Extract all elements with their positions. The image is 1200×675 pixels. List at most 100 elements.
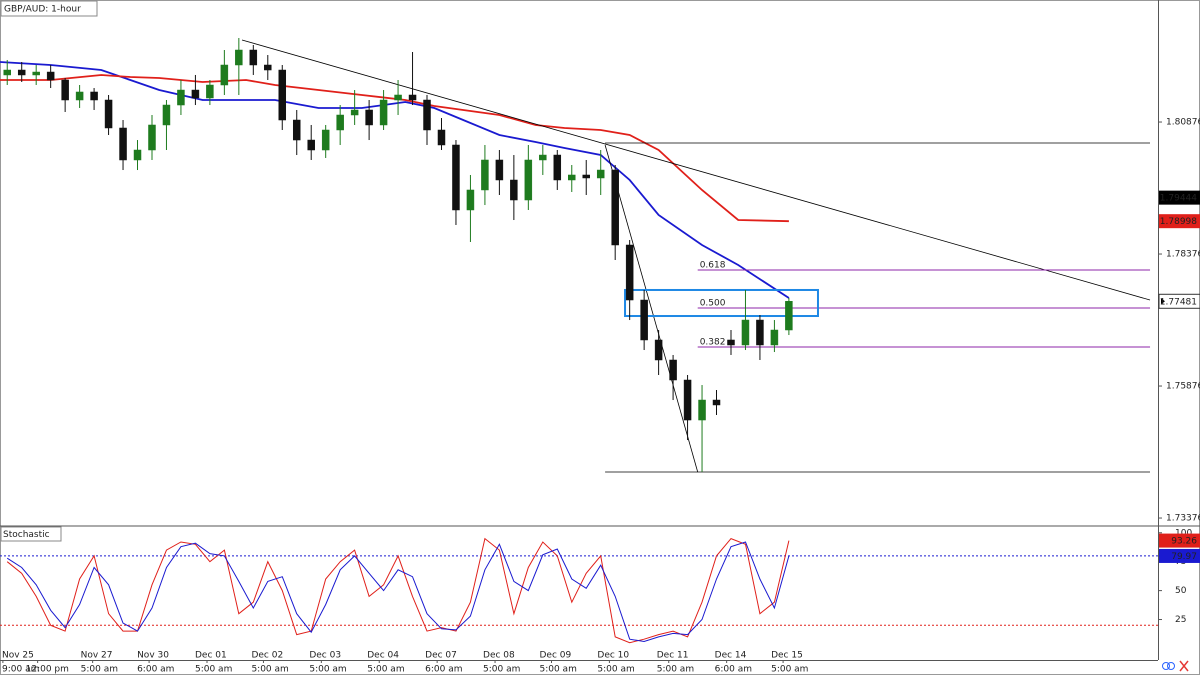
candle-body	[148, 124, 156, 151]
x-tick-label: 5:00 am	[367, 665, 404, 675]
x-tick-label: 5:00 am	[251, 665, 288, 675]
candle-body	[336, 114, 344, 131]
candle-body	[654, 339, 663, 361]
x-tick-date: Dec 14	[715, 651, 747, 661]
candle-body	[46, 71, 55, 81]
moving-average	[0, 74, 789, 223]
candle-body	[596, 169, 605, 179]
ma-label: 1.78998	[1160, 217, 1197, 227]
x-tick-label: 5:00 am	[483, 665, 520, 675]
candle-body	[249, 49, 258, 66]
y-tick-label: 25	[1175, 615, 1186, 625]
stoch-value-label: 79.97	[1171, 552, 1197, 562]
x-tick-date: Dec 01	[195, 651, 227, 661]
candle-body	[191, 89, 200, 99]
candle-body	[119, 127, 127, 161]
candle-body	[611, 169, 619, 246]
candle-body	[104, 99, 113, 129]
x-tick-date: Dec 04	[367, 651, 399, 661]
candle-body	[510, 179, 518, 201]
x-tick-label: 5:00 am	[771, 665, 808, 675]
candle-body	[756, 319, 764, 346]
candle-body	[539, 154, 547, 161]
x-tick-label: 12:00 pm	[26, 665, 69, 675]
icon	[1167, 662, 1175, 670]
candle-body	[408, 94, 417, 101]
icon	[1162, 662, 1170, 670]
candle-body	[582, 174, 590, 179]
y-tick-label: 1.75876	[1166, 382, 1200, 392]
x-tick-date: Nov 30	[137, 651, 169, 661]
x-tick-label: 5:00 am	[597, 665, 634, 675]
candle-body	[278, 69, 287, 121]
candle-body	[379, 99, 388, 126]
x-tick-label: 6:00 am	[425, 665, 462, 675]
x-tick-label: 5:00 am	[309, 665, 346, 675]
fib-label: 0.618	[700, 260, 726, 270]
candle-body	[17, 69, 26, 76]
y-tick-label: 1.78376	[1166, 250, 1200, 260]
candle-body	[177, 89, 185, 106]
candle-body	[307, 139, 315, 151]
candle-body	[640, 299, 648, 341]
candle-body	[785, 301, 793, 331]
x-tick-label: 5:00 am	[81, 665, 118, 675]
trend-line	[241, 39, 1151, 301]
candle-body	[206, 84, 214, 99]
candle-body	[437, 129, 446, 146]
candle-body	[292, 119, 301, 141]
plot: 1.80876 1.78376 1.75876 1.73376 0.618 0.500 0.…	[0, 38, 1200, 675]
price-label-bg	[1159, 190, 1200, 205]
candle-body	[32, 71, 40, 76]
stoch-title: Stochastic	[3, 530, 50, 540]
candle-body	[264, 64, 272, 71]
candle-body	[770, 329, 779, 346]
trend-line	[604, 144, 699, 473]
candle-body	[712, 399, 721, 406]
x-tick-date: Dec 03	[309, 651, 341, 661]
fib-label: 0.382	[700, 338, 726, 348]
candle-body	[553, 154, 562, 181]
y-tick-label: 1.80876	[1166, 118, 1200, 128]
last-price-label: 1.77481	[1160, 297, 1197, 307]
candle-body	[365, 109, 373, 126]
x-tick-label: 5:00 am	[657, 665, 694, 675]
x-tick-date: Dec 10	[597, 651, 629, 661]
x-tick-date: Dec 08	[483, 651, 515, 661]
candle-body	[423, 99, 431, 131]
price-label: 1.79444	[1160, 194, 1197, 204]
candle-body	[3, 69, 11, 76]
x-tick-date: Dec 11	[657, 651, 689, 661]
candle-body	[568, 174, 576, 181]
x-tick-label: 5:00 am	[539, 665, 576, 675]
y-tick-label: 50	[1175, 586, 1187, 596]
stoch-value-label-bg	[1159, 533, 1200, 548]
x-tick-date: Nov 27	[81, 651, 113, 661]
toolbar-icons	[1162, 660, 1189, 672]
candle-body	[698, 399, 706, 421]
stoch-line	[6, 541, 790, 643]
candle-body	[321, 129, 330, 151]
candle-body	[669, 359, 677, 381]
stoch-title-box	[0, 526, 62, 542]
moving-average	[0, 61, 790, 299]
candle-body	[625, 244, 634, 301]
candle-body	[741, 319, 750, 346]
x-tick-label: 5:00 am	[195, 665, 232, 675]
stoch-value-label: 93.26	[1171, 537, 1197, 547]
candle-body	[350, 109, 359, 116]
candle-body	[162, 104, 171, 126]
candle-body	[524, 159, 533, 201]
x-tick-label: 6:00 am	[137, 665, 174, 675]
last-price-arrow	[1161, 298, 1165, 305]
candle-body	[683, 379, 692, 421]
x-tick-label: 9:00 am	[2, 665, 39, 675]
candle-body	[90, 91, 98, 101]
last-price-bg	[1158, 293, 1200, 309]
x-tick-label: 6:00 am	[715, 665, 752, 675]
candle-body	[466, 189, 475, 211]
candle-body	[727, 339, 735, 346]
x-tick-date: Nov 25	[2, 651, 34, 661]
